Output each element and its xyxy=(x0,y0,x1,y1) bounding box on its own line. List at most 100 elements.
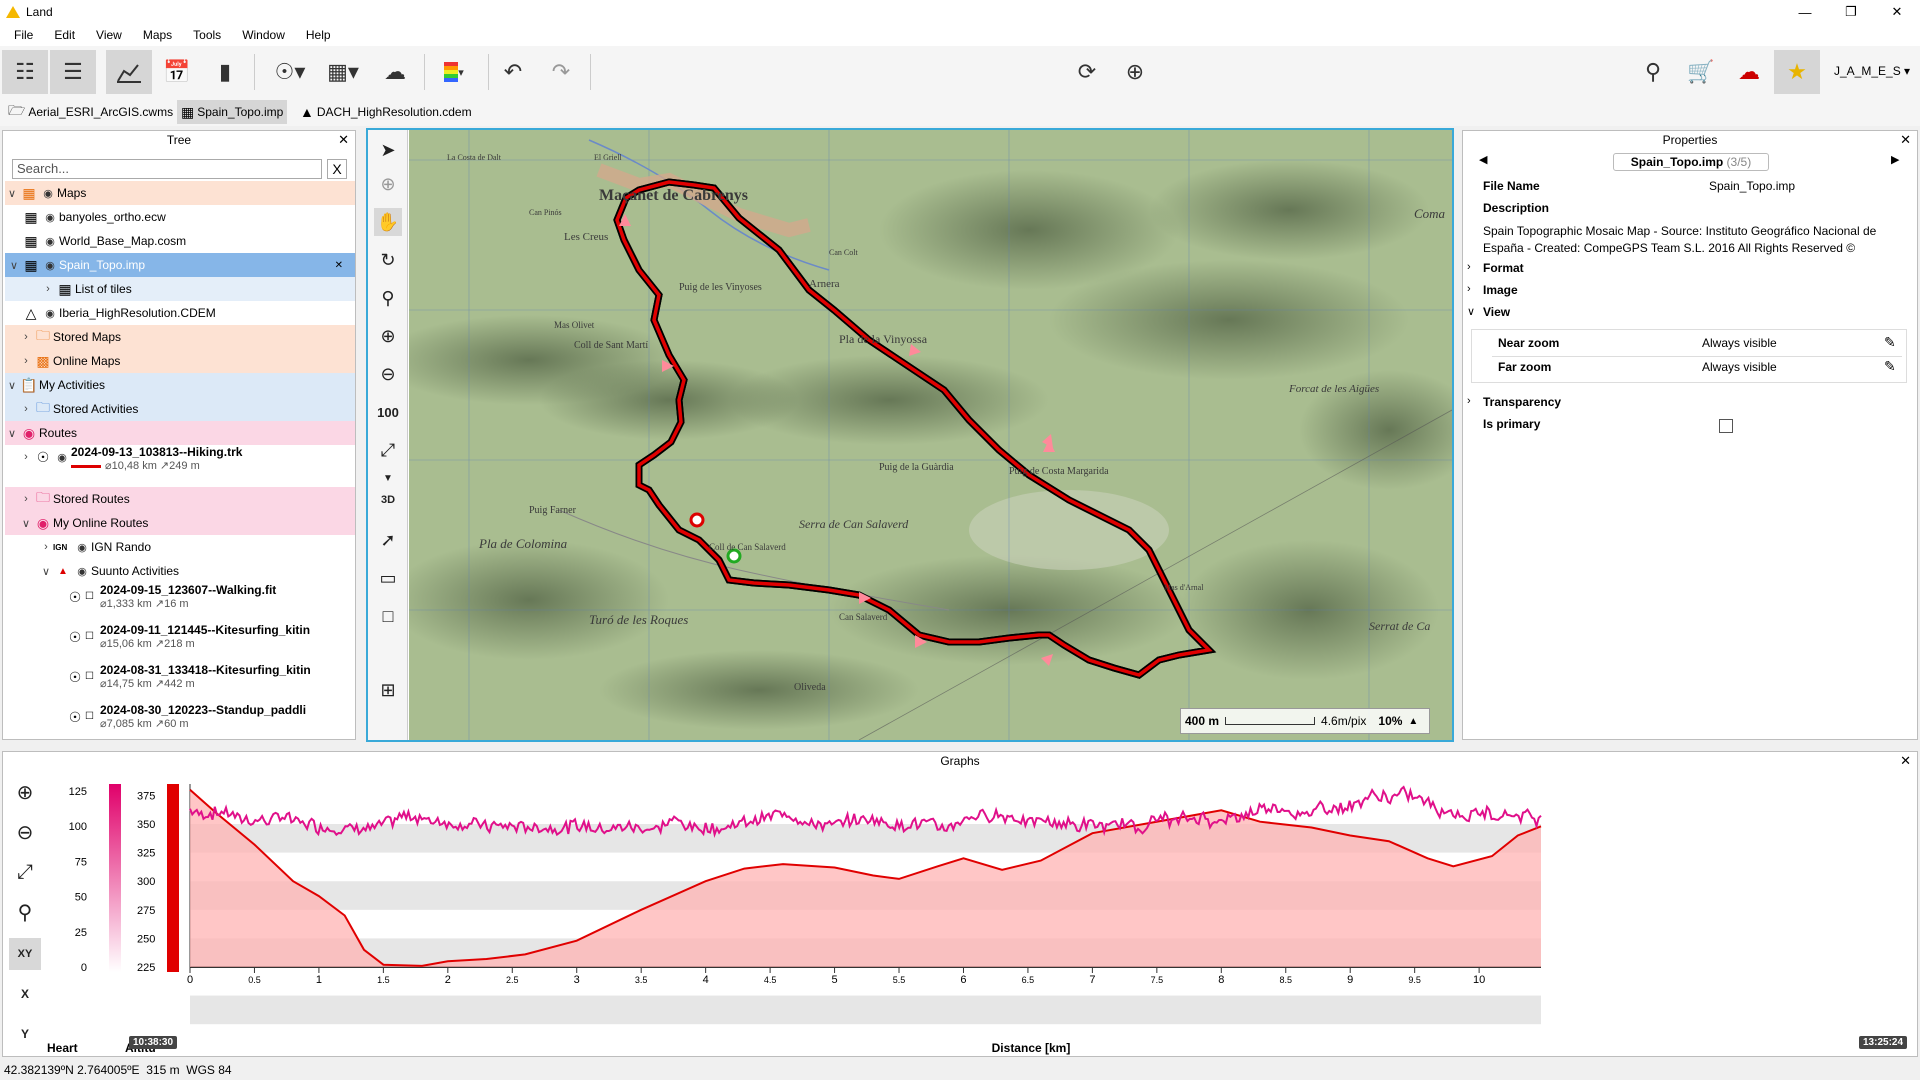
search-icon[interactable]: ⚲ xyxy=(1644,59,1662,84)
zoom-100-icon[interactable]: 100 xyxy=(377,404,399,420)
color-scale-icon[interactable]: ▾ xyxy=(432,50,476,94)
eye-icon[interactable]: ◉ xyxy=(77,565,87,578)
maximize-button[interactable]: ❐ xyxy=(1845,4,1857,19)
checkbox[interactable]: ☐ xyxy=(85,591,94,602)
checklist-icon[interactable]: ☰ xyxy=(50,50,96,94)
close-icon[interactable]: ✕ xyxy=(1900,753,1911,768)
cart-icon[interactable]: 🛒 xyxy=(1687,59,1715,84)
fit-extent-icon[interactable]: ⤢ xyxy=(380,439,396,460)
tree-item-online-maps[interactable]: › ▩ Online Maps xyxy=(5,349,355,373)
menu-maps[interactable]: Maps xyxy=(142,28,173,42)
tree-item-dem[interactable]: △ ◉ Iberia_HighResolution.CDEM xyxy=(5,301,355,325)
chevron-right-icon[interactable]: › xyxy=(1467,261,1471,273)
graph-icon[interactable] xyxy=(106,50,152,94)
tree-item-activity[interactable]: ☉ ☐ 2024-09-11_121445--Kitesurfing_kitin ⌀… xyxy=(5,623,355,663)
select-rect-icon[interactable]: □ xyxy=(382,605,394,626)
tree-item-stored-routes[interactable]: › 🗀 Stored Routes xyxy=(5,487,355,511)
menu-tools[interactable]: Tools xyxy=(193,28,222,42)
checkbox[interactable]: ☐ xyxy=(85,631,94,642)
zoom-out-icon[interactable]: ⊖ xyxy=(16,821,34,844)
checkbox[interactable]: ☐ xyxy=(85,711,94,722)
checkbox[interactable]: ☐ xyxy=(85,671,94,682)
zoom-area-icon[interactable]: ⚲ xyxy=(381,287,395,308)
user-menu[interactable]: J_A_M_E_S ▾ xyxy=(1834,64,1911,78)
tree-item-activity[interactable]: ☉ ☐ 2024-08-30_120223--Standup_paddli ⌀7,0… xyxy=(5,703,355,739)
chevron-right-icon[interactable]: › xyxy=(1467,283,1471,295)
undo-icon[interactable]: ↶ xyxy=(503,59,523,84)
file-tab[interactable]: ▲ DACH_HighResolution.cdem xyxy=(300,104,472,120)
eye-icon[interactable]: ◉ xyxy=(77,541,87,554)
select-tool-icon[interactable]: ➚ xyxy=(380,529,396,550)
eye-icon[interactable]: ◉ xyxy=(57,452,67,464)
menu-window[interactable]: Window xyxy=(242,28,285,42)
file-tab-active[interactable]: ▦ Spain_Topo.imp xyxy=(177,100,288,124)
chevron-right-icon[interactable]: › xyxy=(1467,395,1471,407)
zoom-x-icon[interactable]: X xyxy=(20,987,29,1001)
tree-item-map-selected[interactable]: ∨ ▦ ◉ Spain_Topo.imp ✕ xyxy=(5,253,355,277)
chevron-down-icon[interactable]: ▼ xyxy=(383,472,393,484)
zoom-area-icon[interactable]: ⚲ xyxy=(17,901,33,924)
eye-icon[interactable]: ◉ xyxy=(45,259,55,272)
tree-item-ign[interactable]: › IGN ◉ IGN Rando xyxy=(44,540,152,554)
prev-arrow-icon[interactable]: ◀ xyxy=(1479,154,1488,166)
close-icon[interactable]: ✕ xyxy=(334,259,343,271)
close-icon[interactable]: ✕ xyxy=(338,132,349,147)
tree-item-routes[interactable]: ∨ ◉ Routes xyxy=(5,421,355,445)
tree-item-suunto[interactable]: ∨ ▲ ◉ Suunto Activities xyxy=(41,564,180,578)
tree-item-my-activities[interactable]: ∨ 📋 My Activities xyxy=(5,373,355,397)
menu-file[interactable]: File xyxy=(14,28,34,42)
eye-icon[interactable]: ◉ xyxy=(45,235,55,248)
edit-icon[interactable]: ✎ xyxy=(1884,358,1896,374)
chevron-down-icon[interactable]: ∨ xyxy=(1467,306,1476,318)
tree-item-track[interactable]: › ☉ ◉ 2024-09-13_103813--Hiking.trk ⌀10,48… xyxy=(24,445,243,472)
tree-item-map[interactable]: ▦ ◉ banyoles_ortho.ecw xyxy=(5,205,355,229)
menu-edit[interactable]: Edit xyxy=(54,28,76,42)
book-icon[interactable]: ▮ xyxy=(218,59,232,84)
format-section[interactable]: Format xyxy=(1483,261,1524,275)
fit-extent-icon[interactable]: ⤢ xyxy=(17,860,33,883)
zoom-y-icon[interactable]: Y xyxy=(20,1027,29,1041)
zoom-out-icon[interactable]: ⊖ xyxy=(380,363,396,384)
file-tab[interactable]: 🗁 Aerial_ESRI_ArcGIS.cwms xyxy=(4,100,177,124)
zoom-in-icon[interactable]: ⊕ xyxy=(380,325,396,346)
close-window-button[interactable]: ✕ xyxy=(1891,4,1903,19)
tree-item-map[interactable]: ▦ ◉ World_Base_Map.cosm xyxy=(5,229,355,253)
tree-item-stored-activities[interactable]: › 🗀 Stored Activities xyxy=(5,397,355,421)
rotate-icon[interactable]: ↻ xyxy=(380,249,396,270)
elevation-heart-chart[interactable]: 0 0.5 1 1.5 2 2.5 3 3.5 4 4.5 5 5.5 6 6.5 7 7.5 8 8.5 9 9.5… xyxy=(43,772,1917,1056)
tree-view-icon[interactable]: ☷ xyxy=(2,50,48,94)
close-icon[interactable]: ✕ xyxy=(1900,132,1911,147)
compass-icon[interactable]: ➤ xyxy=(380,139,396,160)
edit-icon[interactable]: ✎ xyxy=(1884,334,1896,350)
eye-icon[interactable]: ◉ xyxy=(45,307,55,320)
calendar-icon[interactable]: 📅 xyxy=(163,59,191,84)
tree-item-stored-maps[interactable]: › 🗀 Stored Maps xyxy=(5,325,355,349)
transparency-section[interactable]: Transparency xyxy=(1483,395,1562,409)
start-marker[interactable] xyxy=(726,548,742,564)
cloud-sync-icon[interactable]: ☁ xyxy=(1738,59,1760,84)
menu-view[interactable]: View xyxy=(96,28,122,42)
redo-icon[interactable]: ↷ xyxy=(551,59,571,84)
map-icon[interactable]: ▦▾ xyxy=(327,59,359,84)
add-layer-icon[interactable]: ⊞ xyxy=(380,679,396,700)
route-track[interactable] xyxy=(615,180,1213,677)
weather-icon[interactable]: ☁ xyxy=(384,59,406,84)
gps-center-icon[interactable]: ⊕ xyxy=(380,173,396,194)
waypoint-marker[interactable] xyxy=(689,512,705,528)
tree-item-activity[interactable]: ☉ ☐ 2024-08-31_133418--Kitesurfing_kitin ⌀… xyxy=(5,663,355,703)
zoom-in-icon[interactable]: ⊕ xyxy=(16,781,34,804)
route-add-icon[interactable]: ☉▾ xyxy=(274,59,306,84)
is-primary-checkbox[interactable] xyxy=(1719,419,1733,433)
minimize-button[interactable]: — xyxy=(1798,4,1812,20)
map-canvas[interactable]: Maçanet de Cabrenys Les Creus Puig de le… xyxy=(409,130,1452,740)
pan-hand-icon[interactable]: ✋ xyxy=(374,208,402,236)
star-icon[interactable]: ★ xyxy=(1774,50,1820,94)
route-play-icon[interactable]: ⊕ xyxy=(1125,59,1145,84)
image-section[interactable]: Image xyxy=(1483,283,1518,297)
tree-item-maps[interactable]: ∨ ▦ ◉ Maps xyxy=(5,181,355,205)
view-section[interactable]: View xyxy=(1483,305,1511,319)
tree-item-tiles[interactable]: › ▦ List of tiles xyxy=(5,277,355,301)
eye-icon[interactable]: ◉ xyxy=(45,211,55,224)
tree-search-input[interactable]: Search... xyxy=(12,159,322,179)
tree-item-online-routes[interactable]: ∨ ◉ My Online Routes xyxy=(5,511,355,535)
